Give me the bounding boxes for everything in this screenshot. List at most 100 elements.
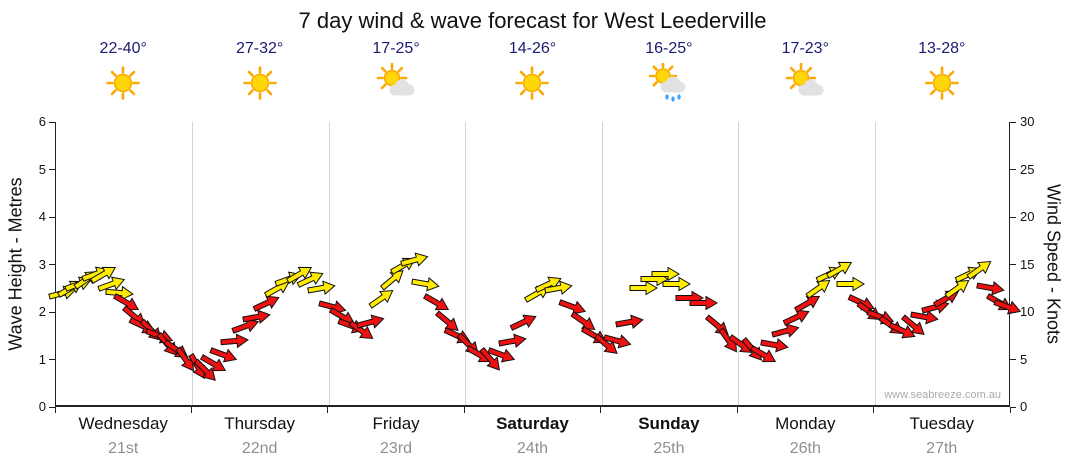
wind-speed-tick-label: 20	[1020, 209, 1035, 224]
wind-arrow-icon	[200, 354, 227, 372]
right-axis-title: Wind Speed - Knots	[1043, 183, 1064, 345]
wind-arrow-icon	[888, 322, 916, 339]
wind-arrow-icon	[434, 309, 459, 331]
wind-arrow-icon	[615, 313, 645, 329]
wind-arrow-icon	[230, 318, 259, 335]
axis-tick	[1010, 359, 1016, 360]
wave-height-tick-label: 5	[38, 161, 46, 177]
wind-arrow-icon	[558, 299, 587, 315]
wind-arrow-icon	[487, 346, 516, 363]
wind-arrow-icon	[410, 276, 440, 292]
date-label: 22nd	[241, 440, 278, 457]
wind-arrow-icon	[296, 271, 324, 288]
wind-arrow-icon	[662, 276, 691, 291]
wind-arrow-icon	[253, 295, 281, 312]
wind-arrow-icon	[97, 276, 126, 292]
wind-arrow-icon	[805, 280, 831, 300]
temp-range: 14-26°	[508, 40, 557, 57]
wind-arrow-icon	[174, 345, 194, 371]
sun-cloud-rain-icon	[648, 63, 686, 102]
weather-icon-wrap	[464, 63, 600, 107]
plot-area: www.seabreeze.com.au	[48, 122, 1022, 407]
wave-height-tick-label: 6	[38, 114, 46, 129]
axis-tick	[190, 407, 192, 413]
day-label: Thursday	[224, 414, 296, 433]
day-column: 13-28°	[874, 40, 1010, 107]
wind-arrow-icon	[570, 310, 596, 330]
wind-arrow-icon	[498, 332, 527, 348]
temp-range: 13-28°	[918, 40, 966, 57]
day-gridline	[328, 122, 330, 405]
wind-arrow-icon	[379, 269, 404, 291]
day-forecast-header: 22-40° 27-32° 17-25° 14-26° 16-25° 17-23° 13-2…	[55, 40, 1010, 107]
wind-arrow-icon	[105, 285, 135, 301]
sun-icon	[515, 66, 550, 100]
date-label: 23rd	[380, 440, 413, 457]
day-date-labels: 21st 22nd 23rd 24th 25th 26th 27th	[55, 440, 1010, 458]
day-gridline	[738, 122, 740, 405]
wind-speed-tick-label: 0	[1020, 399, 1028, 414]
day-gridline	[465, 122, 467, 405]
wind-speed-tick-label: 5	[1020, 351, 1028, 367]
sun-cloud-icon	[786, 63, 824, 96]
wind-arrow-icon	[534, 276, 562, 293]
day-label: Friday	[372, 414, 420, 433]
wind-arrow-icon	[347, 320, 374, 340]
weather-icon-wrap	[191, 63, 327, 107]
wind-arrow-icon	[944, 280, 970, 300]
wind-speed-tick-label: 25	[1020, 161, 1035, 177]
day-column: 14-26°	[464, 40, 600, 107]
day-label: Wednesday	[78, 414, 168, 433]
axis-tick	[49, 311, 55, 313]
weather-icon-wrap	[55, 63, 191, 107]
wind-speed-tick-label: 10	[1020, 304, 1035, 319]
temp-range: 27-32°	[235, 40, 284, 57]
wind-arrow-icon	[112, 292, 140, 310]
wind-arrow-icon	[910, 309, 939, 325]
wind-arrow-icon	[771, 323, 800, 338]
axis-tick	[600, 407, 602, 413]
wind-arrow-icon	[509, 314, 537, 331]
wind-arrow-icon	[356, 313, 385, 329]
wind-arrow-icon	[422, 292, 449, 310]
wind-arrow-icon	[993, 299, 1022, 315]
wind-arrow-icon	[286, 266, 313, 284]
day-label: Monday	[775, 414, 836, 433]
chart-title: 7 day wind & wave forecast for West Leed…	[298, 8, 767, 33]
wind-arrow-icon	[400, 252, 429, 267]
axis-tick	[1010, 216, 1016, 218]
wind-arrow-icon	[689, 295, 719, 310]
wind-arrow-icon	[651, 266, 680, 282]
wind-arrow-icon	[760, 338, 789, 353]
wind-arrow-icon	[901, 314, 925, 336]
weather-icon-wrap	[874, 63, 1010, 107]
sun-cloud-icon	[376, 63, 415, 96]
day-column: 27-32°	[191, 40, 327, 107]
temp-range: 16-25°	[645, 40, 693, 57]
axis-tick	[1010, 311, 1016, 313]
day-gridline	[601, 122, 603, 405]
axis-tick	[873, 407, 875, 413]
axis-tick	[49, 169, 55, 170]
wave-height-tick-label: 4	[38, 209, 46, 224]
date-label: 21st	[108, 440, 139, 457]
wind-arrow-icon	[836, 276, 866, 291]
wind-speed-tick-label: 30	[1020, 114, 1035, 129]
axis-tick	[49, 359, 55, 360]
date-label: 24th	[516, 440, 549, 457]
wave-height-tick-label: 3	[38, 256, 46, 272]
day-gridline	[874, 122, 876, 405]
date-label: 27th	[926, 440, 958, 457]
wind-arrow-icon	[544, 280, 574, 296]
day-column: 16-25°	[601, 40, 737, 107]
wind-arrow-icon	[629, 280, 658, 296]
axis-tick	[1010, 264, 1016, 265]
temp-range: 17-25°	[372, 40, 420, 57]
axis-tick	[327, 407, 329, 413]
weather-icon-wrap	[328, 63, 464, 107]
date-label: 25th	[653, 440, 685, 457]
wave-height-tick-label: 2	[38, 304, 46, 319]
day-column: 17-23°	[737, 40, 873, 107]
wind-arrow-icon	[750, 344, 777, 362]
